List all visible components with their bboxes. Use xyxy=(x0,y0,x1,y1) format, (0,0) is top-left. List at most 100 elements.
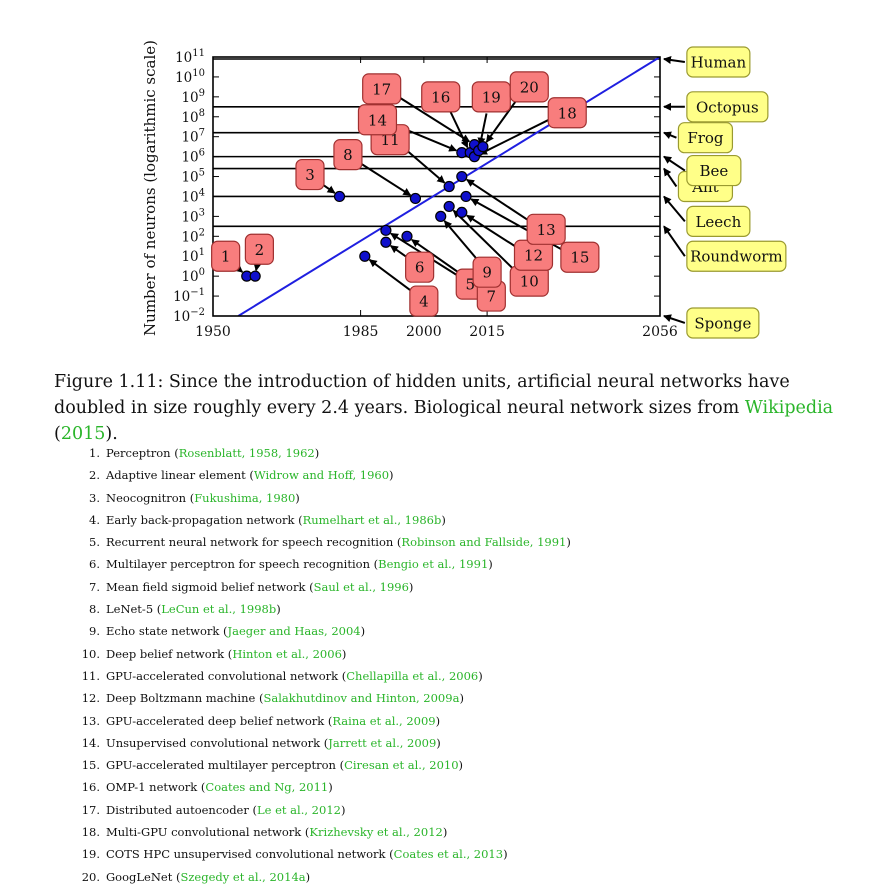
reference-citation-link[interactable]: Hinton et al., 2006 xyxy=(232,646,342,661)
reference-arrow-ant xyxy=(663,167,678,188)
reference-list-item: 19. COTS HPC unsupervised convolutional n… xyxy=(78,843,571,865)
reference-network-name: Multilayer perceptron for speech recogni… xyxy=(106,557,379,572)
reference-list-item: 6. Multilayer perceptron for speech recog… xyxy=(78,553,571,575)
reference-close-paren: ) xyxy=(408,579,414,594)
caption-cite-year[interactable]: 2015 xyxy=(60,424,106,444)
caption-label: Figure 1.11: xyxy=(54,372,164,392)
reference-network-name: Early back-propagation network ( xyxy=(106,512,303,527)
reference-citation-link[interactable]: Le et al., 2012 xyxy=(257,802,341,817)
reference-number: 17. xyxy=(81,802,100,817)
reference-citation-link[interactable]: Chellapilla et al., 2006 xyxy=(346,668,479,683)
network-label-box-13 xyxy=(526,213,566,245)
reference-number: 6. xyxy=(89,557,100,572)
label-arrow-4 xyxy=(368,259,412,292)
reference-citation-link[interactable]: Rosenblatt, 1958, 1962 xyxy=(178,446,315,460)
reference-close-paren: ) xyxy=(340,802,346,817)
reference-list-item: 9. Echo state network (Jaeger and Haas, 2… xyxy=(78,620,571,642)
reference-close-paren: ) xyxy=(305,869,311,884)
reference-list-item: 5. Recurrent neural network for speech re… xyxy=(78,531,571,553)
reference-number: 9. xyxy=(89,624,100,639)
y-tick-label: 102 xyxy=(181,227,205,245)
network-label-8: 8 xyxy=(343,146,353,164)
label-arrow-9 xyxy=(443,220,478,260)
x-tick-label: 1985 xyxy=(343,324,379,340)
reference-citation-link[interactable]: Coates et al., 2013 xyxy=(393,847,504,862)
y-tick-label: 107 xyxy=(181,128,205,146)
reference-citation-link[interactable]: Jarrett et al., 2009 xyxy=(328,735,437,750)
figure-caption: Figure 1.11: Since the introduction of h… xyxy=(54,372,834,444)
label-arrow-13 xyxy=(466,178,529,222)
label-arrow-2 xyxy=(253,262,262,272)
y-tick-label: 108 xyxy=(181,108,205,126)
network-label-4: 4 xyxy=(419,293,429,311)
y-axis-label: Number of neurons (logarithmic scale) xyxy=(141,40,159,336)
reference-box-frog xyxy=(677,122,734,154)
reference-list-item: 1. Perceptron (Rosenblatt, 1958, 1962) xyxy=(78,442,571,464)
reference-citation-link[interactable]: Szegedy et al., 2014a xyxy=(180,869,306,884)
reference-citation-link[interactable]: Ciresan et al., 2010 xyxy=(344,758,459,773)
reference-citation-link[interactable]: Coates and Ng, 2011 xyxy=(205,780,329,795)
reference-arrow-human xyxy=(663,56,686,64)
reference-number: 8. xyxy=(89,602,100,617)
network-label-box-6 xyxy=(405,251,435,283)
label-arrow-17 xyxy=(399,96,471,143)
reference-arrow-frog xyxy=(663,131,677,140)
reference-number: 11. xyxy=(81,668,100,683)
label-arrow-18 xyxy=(478,119,549,155)
reference-citation-link[interactable]: Jaeger and Haas, 2004 xyxy=(227,624,361,639)
reference-citation-link[interactable]: Saul et al., 1996 xyxy=(313,579,409,594)
reference-close-paren: ) xyxy=(328,780,333,795)
reference-network-name: Perceptron ( xyxy=(106,446,179,460)
reference-close-paren: ) xyxy=(276,602,281,617)
reference-network-name: COTS HPC unsupervised convolutional netw… xyxy=(106,847,394,862)
network-label-box-2 xyxy=(244,233,274,265)
reference-close-paren: ) xyxy=(459,691,464,706)
network-label-18: 18 xyxy=(558,104,577,122)
network-point-8 xyxy=(409,192,422,205)
reference-citation-link[interactable]: Robinson and Fallside, 1991 xyxy=(401,535,567,550)
reference-arrow-leech xyxy=(663,195,686,223)
network-point-2 xyxy=(249,270,261,282)
reference-citation-link[interactable]: Raina et al., 2009 xyxy=(332,713,436,728)
reference-close-paren: ) xyxy=(458,758,464,773)
reference-network-name: Adaptive linear element ( xyxy=(106,468,254,483)
reference-citation-link[interactable]: Widrow and Hoff, 1960 xyxy=(253,468,390,483)
y-tick-label: 1011 xyxy=(175,48,205,66)
reference-network-name: GPU-accelerated deep belief network ( xyxy=(106,713,333,728)
network-label-box-17 xyxy=(362,73,402,105)
reference-network-name: GPU-accelerated convolutional network ( xyxy=(106,668,347,683)
reference-number: 16. xyxy=(81,780,100,795)
network-label-2: 2 xyxy=(255,241,265,259)
reference-network-name: OMP-1 network ( xyxy=(106,780,206,795)
network-point-5 xyxy=(380,224,392,236)
reference-close-paren: ) xyxy=(436,735,441,750)
reference-list-item: 3. Neocognitron (Fukushima, 1980) xyxy=(78,487,571,509)
reference-label-bee: Bee xyxy=(699,162,728,180)
caption-end: ). xyxy=(105,424,118,444)
reference-number: 3. xyxy=(89,490,100,505)
x-tick-label: 2015 xyxy=(469,324,505,340)
reference-citation-link[interactable]: Fukushima, 1980 xyxy=(194,490,296,505)
network-label-15: 15 xyxy=(570,249,589,267)
y-tick-label: 101 xyxy=(181,247,205,265)
reference-close-paren: ) xyxy=(314,446,320,460)
label-arrow-12 xyxy=(466,214,517,248)
reference-citation-link[interactable]: LeCun et al., 1998b xyxy=(161,602,277,617)
reference-list-item: 13. GPU-accelerated deep belief network (… xyxy=(78,710,571,732)
network-label-17: 17 xyxy=(372,80,391,98)
reference-list-item: 2. Adaptive linear element (Widrow and Ho… xyxy=(78,464,571,486)
caption-cite[interactable]: Wikipedia xyxy=(744,398,834,418)
reference-network-name: Neocognitron ( xyxy=(106,490,195,505)
caption-text: Since the introduction of hidden units, … xyxy=(54,372,790,418)
reference-network-name: Multi-GPU convolutional network ( xyxy=(106,825,310,840)
reference-citation-link[interactable]: Rumelhart et al., 1986b xyxy=(302,512,442,527)
reference-network-name: LeNet-5 ( xyxy=(106,602,162,617)
y-tick-label: 100 xyxy=(181,267,205,285)
reference-close-paren: ) xyxy=(389,468,394,483)
reference-citation-link[interactable]: Salakhutdinov and Hinton, 2009a xyxy=(263,691,460,706)
network-label-box-1 xyxy=(211,240,241,272)
reference-citation-link[interactable]: Krizhevsky et al., 2012 xyxy=(309,825,443,840)
reference-close-paren: ) xyxy=(360,624,366,639)
reference-citation-link[interactable]: Bengio et al., 1991 xyxy=(378,557,489,572)
reference-number: 18. xyxy=(81,825,100,840)
